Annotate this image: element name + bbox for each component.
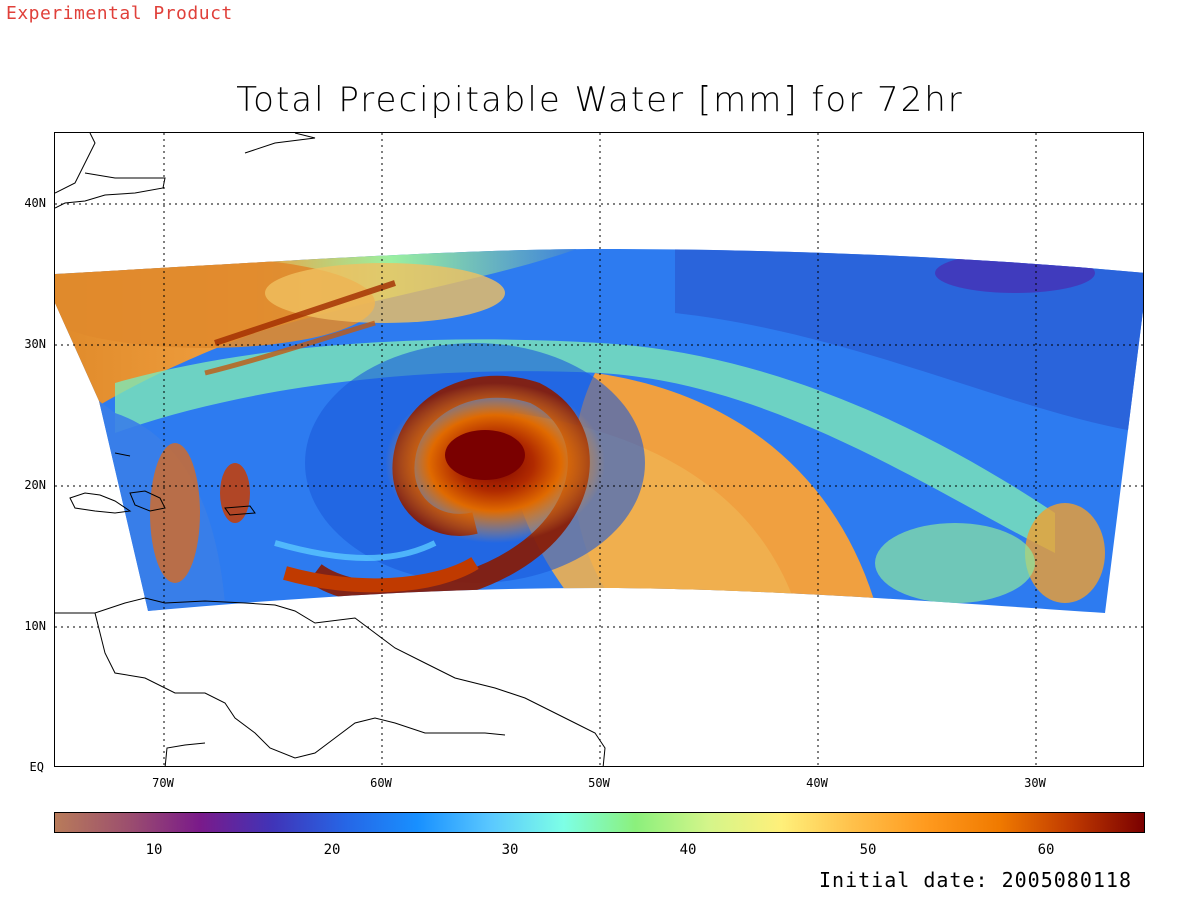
colorbar-label-10: 10 (145, 842, 163, 858)
colorbar-label-20: 20 (323, 842, 341, 858)
tpw-swath (55, 249, 1143, 613)
chart-title: Total Precipitable Water [mm] for 72hr (236, 80, 964, 120)
colorbar-label-40: 40 (679, 842, 697, 858)
lat-label-20n: 20N (24, 478, 46, 492)
colorbar-label-50: 50 (859, 842, 877, 858)
experimental-product-banner: Experimental Product (6, 3, 233, 24)
grid-lines (55, 133, 1143, 766)
lon-label-70w: 70W (152, 776, 174, 790)
map-frame (54, 132, 1144, 767)
colorbar (54, 812, 1145, 833)
colorbar-label-30: 30 (501, 842, 519, 858)
lon-label-40w: 40W (806, 776, 828, 790)
lat-label-10n: 10N (24, 619, 46, 633)
lat-label-30n: 30N (24, 337, 46, 351)
tpw-map (55, 133, 1143, 766)
colorbar-label-60: 60 (1037, 842, 1055, 858)
lon-label-30w: 30W (1024, 776, 1046, 790)
lat-label-eq: EQ (29, 760, 44, 774)
lon-label-50w: 50W (588, 776, 610, 790)
lon-label-60w: 60W (370, 776, 392, 790)
coastlines (55, 133, 606, 766)
initial-date: Initial date: 2005080118 (819, 868, 1132, 892)
lat-label-40n: 40N (24, 196, 46, 210)
